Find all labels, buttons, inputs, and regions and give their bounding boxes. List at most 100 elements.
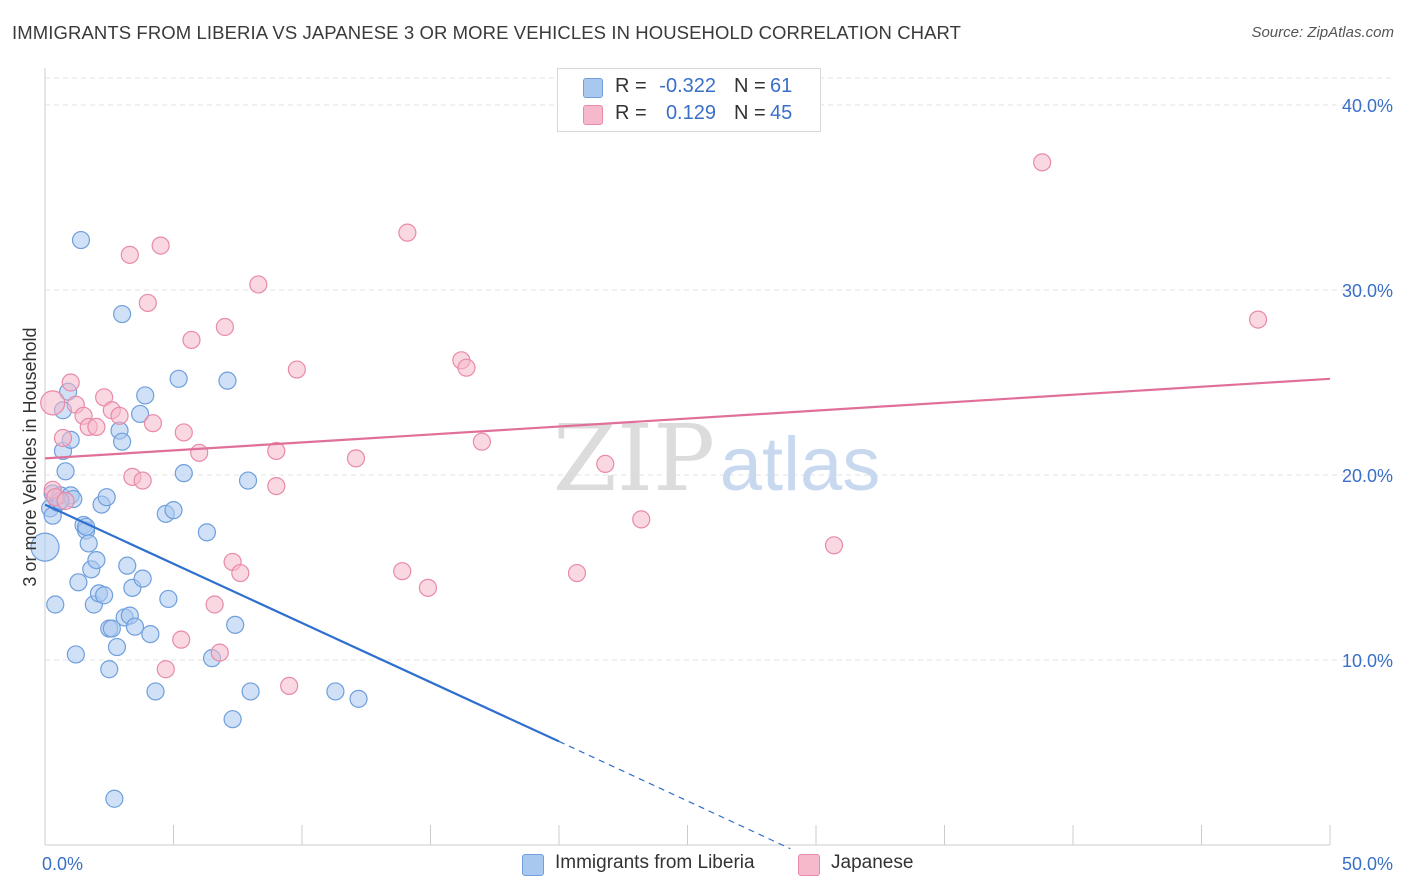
japanese-point [40, 390, 66, 416]
liberia-point [69, 573, 88, 592]
liberia-point [107, 637, 127, 657]
x-tick-label: 50.0% [1342, 854, 1393, 874]
liberia-swatch [583, 78, 603, 98]
n-label: N = [734, 75, 766, 97]
liberia-point [349, 689, 368, 708]
n-label: N = [734, 102, 766, 124]
liberia-point [87, 550, 106, 570]
liberia-point [133, 569, 152, 588]
x-tick-labels: 0.0% 50.0% [42, 854, 1393, 874]
correlation-legend: R = -0.322 N = 61 R = 0.129 N = 45 [557, 68, 821, 132]
liberia-point [159, 589, 178, 609]
japanese-point [567, 563, 587, 583]
watermark-atlas: atlas [720, 422, 881, 507]
japanese-point [249, 275, 268, 294]
japanese-point [287, 360, 306, 379]
series-legend: Immigrants from Liberia Japanese [0, 852, 1406, 878]
liberia-point [218, 371, 237, 390]
japanese-point [190, 443, 209, 462]
liberia-point [95, 586, 114, 605]
japanese-point [280, 676, 299, 696]
legend-label-japanese: Japanese [831, 852, 914, 873]
liberia-point [223, 710, 242, 729]
liberia-point [136, 386, 155, 405]
japanese-point [110, 406, 129, 425]
liberia-point [226, 615, 245, 634]
japanese-point [87, 417, 106, 436]
legend-label-liberia: Immigrants from Liberia [555, 852, 755, 873]
japanese-point [174, 423, 193, 442]
liberia-point [130, 404, 150, 424]
japanese-point [143, 414, 163, 433]
r-label: R = [615, 75, 647, 97]
japanese-point [472, 432, 491, 451]
r-value: -0.322 [659, 75, 716, 97]
liberia-point [118, 556, 137, 575]
japanese-point [231, 563, 250, 583]
japanese-trend-line [44, 377, 1331, 460]
liberia-point [125, 617, 145, 636]
liberia-point [102, 619, 121, 638]
liberia-point [46, 595, 65, 614]
data-points [30, 153, 1268, 808]
japanese-point [398, 223, 417, 242]
japanese-point [56, 491, 75, 510]
japanese-point [267, 477, 286, 496]
liberia-point [100, 660, 119, 679]
y-tick-label: 10.0% [1342, 651, 1393, 671]
y-tick-label: 40.0% [1342, 96, 1393, 116]
liberia-point [141, 624, 160, 644]
japanese-point [215, 317, 234, 337]
japanese-point [120, 245, 139, 264]
liberia-point [238, 471, 258, 490]
japanese-point [418, 578, 438, 597]
liberia-point [79, 534, 98, 553]
japanese-point [1248, 310, 1268, 329]
japanese-point [61, 373, 80, 392]
y-tick-label: 30.0% [1342, 281, 1393, 301]
japanese-point [457, 358, 476, 377]
n-value: 45 [770, 102, 793, 124]
legend-row-liberia: R = -0.322 N = 61 [558, 74, 820, 102]
liberia-point [112, 432, 132, 451]
japanese-point [205, 595, 224, 614]
legend-row-japanese: R = 0.129 N = 45 [558, 101, 820, 129]
liberia-point [30, 532, 60, 562]
liberia-point [97, 488, 116, 507]
japanese-point [267, 441, 286, 461]
japanese-point [632, 510, 651, 529]
japanese-point [393, 562, 412, 581]
japanese-swatch [798, 854, 820, 876]
liberia-trend-extension [558, 740, 791, 850]
axes [44, 68, 1331, 846]
chart-title: IMMIGRANTS FROM LIBERIA VS JAPANESE 3 OR… [12, 22, 962, 43]
liberia-point [112, 304, 132, 324]
r-value: 0.129 [665, 102, 716, 124]
japanese-point [346, 449, 366, 468]
liberia-point [197, 523, 217, 542]
japanese-point [1033, 153, 1052, 172]
liberia-point [66, 645, 85, 664]
r-label: R = [615, 102, 647, 124]
n-value: 61 [770, 75, 793, 97]
liberia-point [164, 501, 183, 520]
japanese-swatch [583, 105, 603, 125]
japanese-point [172, 630, 191, 649]
liberia-point [326, 682, 345, 701]
liberia-point [174, 464, 193, 483]
y-tick-labels: 10.0% 20.0% 30.0% 40.0% [1342, 96, 1393, 671]
liberia-swatch [522, 854, 544, 876]
y-tick-label: 20.0% [1342, 466, 1393, 486]
japanese-point [182, 330, 201, 350]
liberia-point [56, 462, 75, 481]
source-label: Source: ZipAtlas.com [1251, 24, 1394, 41]
liberia-point [105, 789, 124, 808]
japanese-point [156, 660, 175, 679]
japanese-point [133, 471, 152, 490]
japanese-point [151, 236, 170, 255]
japanese-point [53, 428, 73, 448]
japanese-point [824, 536, 844, 555]
trend-lines [44, 377, 1331, 850]
liberia-point [71, 230, 91, 250]
